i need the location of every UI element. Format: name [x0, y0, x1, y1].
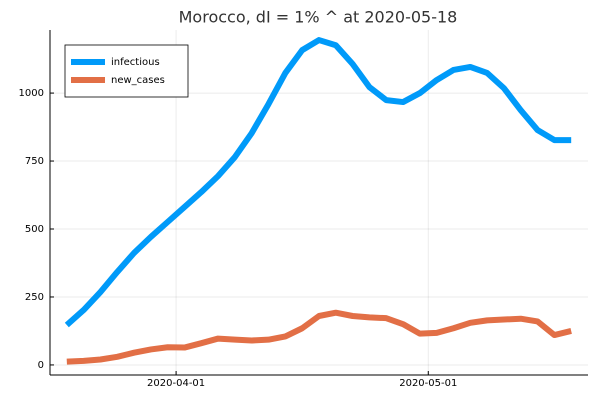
line	[64, 37, 572, 328]
line	[66, 309, 572, 365]
y-tick-label: 500	[25, 224, 44, 235]
y-tick-label: 750	[25, 156, 44, 167]
legend-box	[64, 44, 189, 98]
legend-label: infectious	[111, 57, 160, 68]
x-tick-label: 2020-04-01	[147, 378, 205, 389]
y-tick-label: 250	[25, 292, 44, 303]
legend-label: new_cases	[111, 75, 165, 86]
x-tick-label: 2020-05-01	[399, 378, 457, 389]
chart-title: Morocco, dI = 1% ^ at 2020-05-18	[179, 8, 458, 27]
y-tick-label: 1000	[19, 88, 44, 99]
y-tick-label: 0	[38, 360, 44, 371]
